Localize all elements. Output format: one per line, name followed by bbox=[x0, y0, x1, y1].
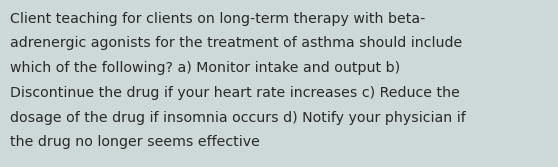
Text: the drug no longer seems effective: the drug no longer seems effective bbox=[10, 135, 260, 149]
Text: adrenergic agonists for the treatment of asthma should include: adrenergic agonists for the treatment of… bbox=[10, 36, 462, 50]
Text: Discontinue the drug if your heart rate increases c) Reduce the: Discontinue the drug if your heart rate … bbox=[10, 86, 460, 100]
Text: which of the following? a) Monitor intake and output b): which of the following? a) Monitor intak… bbox=[10, 61, 400, 75]
Text: Client teaching for clients on long-term therapy with beta-: Client teaching for clients on long-term… bbox=[10, 12, 425, 26]
Text: dosage of the drug if insomnia occurs d) Notify your physician if: dosage of the drug if insomnia occurs d)… bbox=[10, 111, 466, 125]
